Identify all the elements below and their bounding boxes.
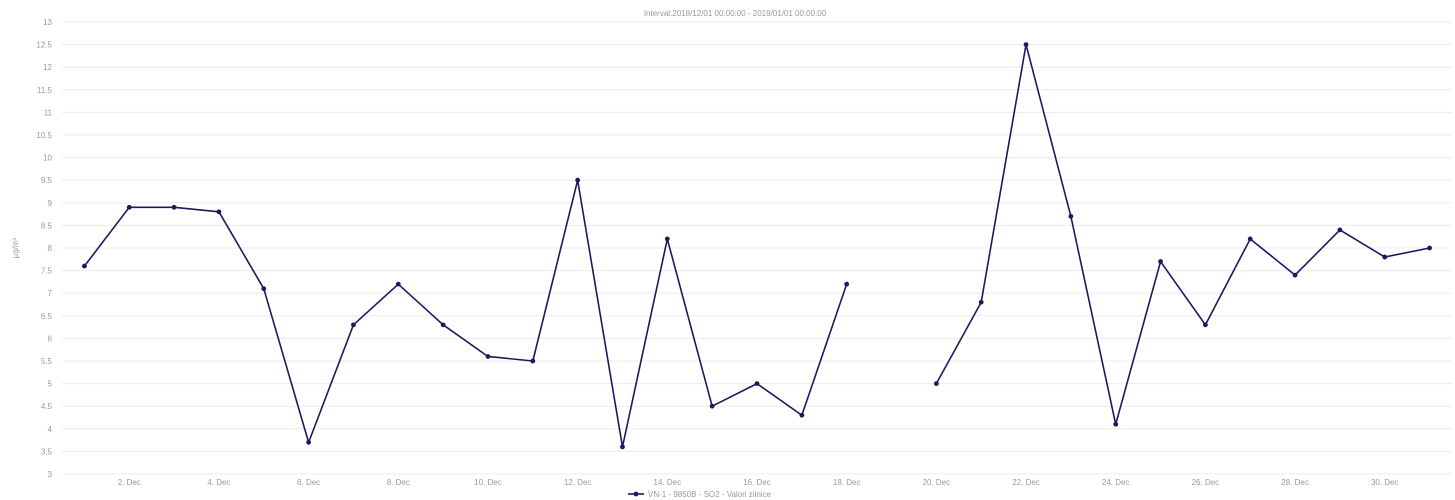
x-tick-label: 6. Dec [297,478,320,487]
x-tick-label: 16. Dec [743,478,771,487]
data-point [799,412,805,418]
data-point [754,381,760,386]
x-tick-label: 18. Dec [833,478,861,487]
y-tick-label: 3.5 [41,447,53,456]
data-point [82,263,87,269]
data-point [395,281,401,287]
data-point [664,236,670,242]
legend-series-label: VN-1 - 9850B - SO2 - Valori zilnice [648,490,772,499]
y-tick-label: 13 [43,18,52,27]
data-point [530,358,536,364]
x-tick-label: 12. Dec [564,478,592,487]
y-tick-label: 4.5 [41,402,53,411]
y-axis: 3 3.5 4 4.5 5 5.5 6 6.5 7 7.5 8 8.5 9 9.5 10 10.5 11 11.5… [36,18,52,479]
x-tick-label: 22. Dec [1012,478,1040,487]
y-tick-label: 5 [48,380,53,389]
data-point [351,322,356,328]
x-tick-label: 14. Dec [654,478,682,487]
y-tick-label: 11 [44,108,53,117]
data-point [261,286,267,292]
series-0-line-segment-0 [83,179,848,448]
y-tick-label: 7 [48,289,53,298]
y-tick-label: 8.5 [41,221,53,230]
x-tick-label: 8. Dec [387,478,410,487]
series-0-line-segment-1 [935,43,1430,426]
y-tick-label: 6 [48,334,53,343]
chart-title: Interval:2018/12/01 00:00:00 - 2019/01/0… [644,9,827,18]
y-tick-label: 3 [48,470,53,479]
data-point [933,381,939,386]
y-tick-label: 11.5 [37,86,53,95]
data-point [575,177,581,183]
y-tick-label: 10.5 [36,131,52,140]
y-tick-label: 12.5 [36,41,52,50]
grid-lines [62,21,1452,475]
x-tick-label: 2. Dec [118,478,141,487]
data-point [1023,42,1029,47]
y-tick-label: 8 [48,244,53,253]
y-tick-label: 7.5 [41,267,53,276]
y-tick-label: 9.5 [41,176,53,185]
data-point [216,209,222,215]
data-point [126,204,132,210]
x-tick-label: 28. Dec [1281,478,1309,487]
data-point [1382,254,1388,260]
data-point [1068,213,1074,219]
x-tick-label: 26. Dec [1192,478,1220,487]
data-point [1247,236,1253,242]
data-point [1202,322,1208,328]
data-point [1292,272,1298,278]
data-point [844,281,850,287]
y-tick-label: 5.5 [41,357,53,366]
data-point [1427,245,1432,251]
legend[interactable]: VN-1 - 9850B - SO2 - Valori zilnice [628,490,772,499]
y-tick-label: 4 [48,425,53,434]
data-point [1158,259,1163,264]
data-point [978,299,984,305]
y-tick-label: 12 [43,63,52,72]
data-point [1337,227,1343,233]
y-axis-title: µg/m³ [11,237,20,258]
series-layer [82,42,1432,450]
data-point [620,444,625,450]
y-tick-label: 9 [48,199,53,208]
x-tick-label: 10. Dec [474,478,502,487]
y-tick-label: 6.5 [41,312,53,321]
y-tick-label: 10 [43,154,52,163]
data-point [485,354,491,359]
x-tick-label: 20. Dec [923,478,951,487]
x-tick-label: 30. Dec [1371,478,1399,487]
data-point [171,204,177,210]
data-point [709,403,715,409]
x-tick-label: 24. Dec [1102,478,1130,487]
x-tick-label: 4. Dec [207,478,230,487]
data-point [306,439,312,445]
legend-marker-swatch [633,491,639,497]
x-axis: 2. Dec 4. Dec 6. Dec 8. Dec 10. Dec 12. Dec 14… [118,478,1399,487]
data-point [1113,421,1119,427]
data-point [440,322,446,328]
